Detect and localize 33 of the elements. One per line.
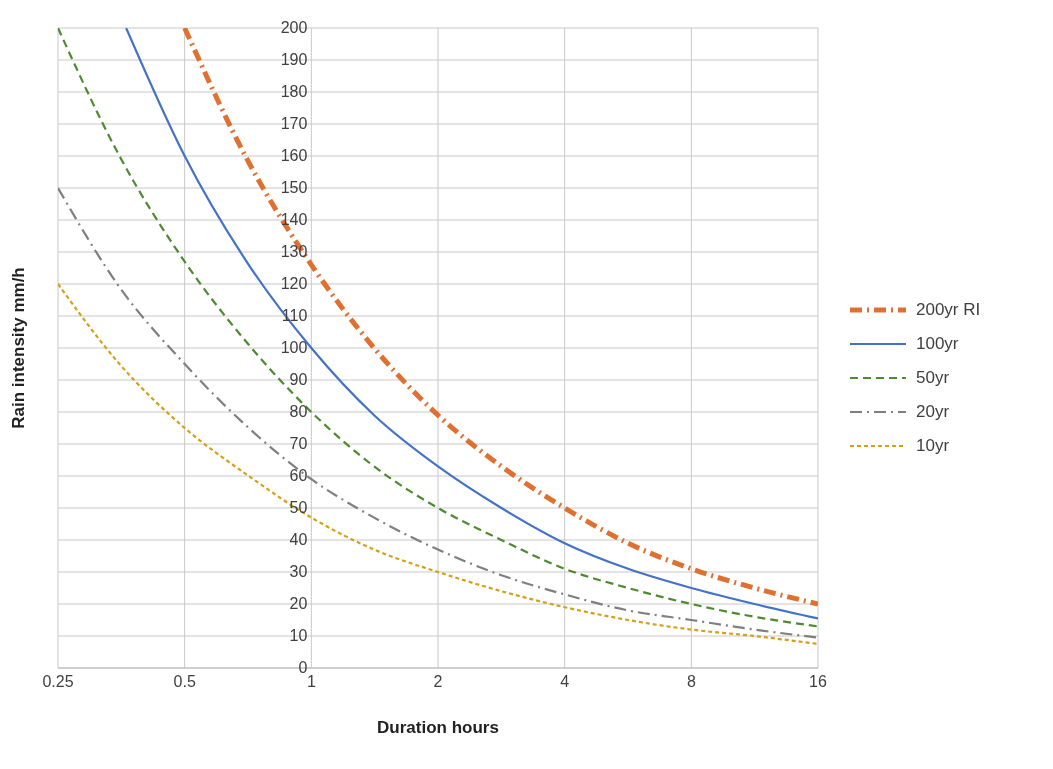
x-tick-label: 8 [686, 673, 696, 691]
y-tick-label: 170 [280, 115, 308, 132]
legend-label: 50yr [916, 368, 950, 388]
legend-label: 10yr [916, 436, 950, 456]
y-axis-title: Rain intensity mm/h [9, 267, 29, 429]
y-tick-label: 140 [280, 211, 308, 228]
y-tick-label: 60 [289, 467, 308, 484]
y-tick-label: 160 [280, 147, 308, 164]
x-tick-label: 16 [809, 673, 827, 691]
y-tick-label: 80 [289, 403, 308, 420]
y-tick-label: 180 [280, 83, 308, 100]
x-tick-label: 0.25 [42, 673, 74, 691]
y-tick-label: 40 [289, 531, 308, 548]
y-tick-label: 200 [280, 19, 308, 36]
x-tick-label: 2 [433, 673, 443, 691]
y-tick-label: 150 [280, 179, 308, 196]
y-tick-label: 130 [280, 243, 308, 260]
x-tick-label: 0.5 [173, 673, 196, 691]
y-tick-label: 0 [298, 659, 308, 676]
y-tick-label: 20 [289, 595, 308, 612]
y-tick-label: 120 [280, 275, 308, 292]
y-tick-label: 30 [289, 563, 308, 580]
legend-label: 100yr [916, 334, 959, 354]
y-tick-label: 90 [289, 371, 308, 388]
y-tick-label: 10 [289, 627, 308, 644]
y-tick-label: 70 [289, 435, 308, 452]
legend-label: 20yr [916, 402, 950, 422]
legend-label: 200yr RI [916, 300, 981, 320]
y-tick-label: 100 [280, 339, 308, 356]
y-tick-label: 190 [280, 51, 308, 68]
x-axis-title: Duration hours [377, 718, 499, 737]
x-tick-label: 4 [560, 673, 570, 691]
x-tick-label: 1 [306, 673, 316, 691]
